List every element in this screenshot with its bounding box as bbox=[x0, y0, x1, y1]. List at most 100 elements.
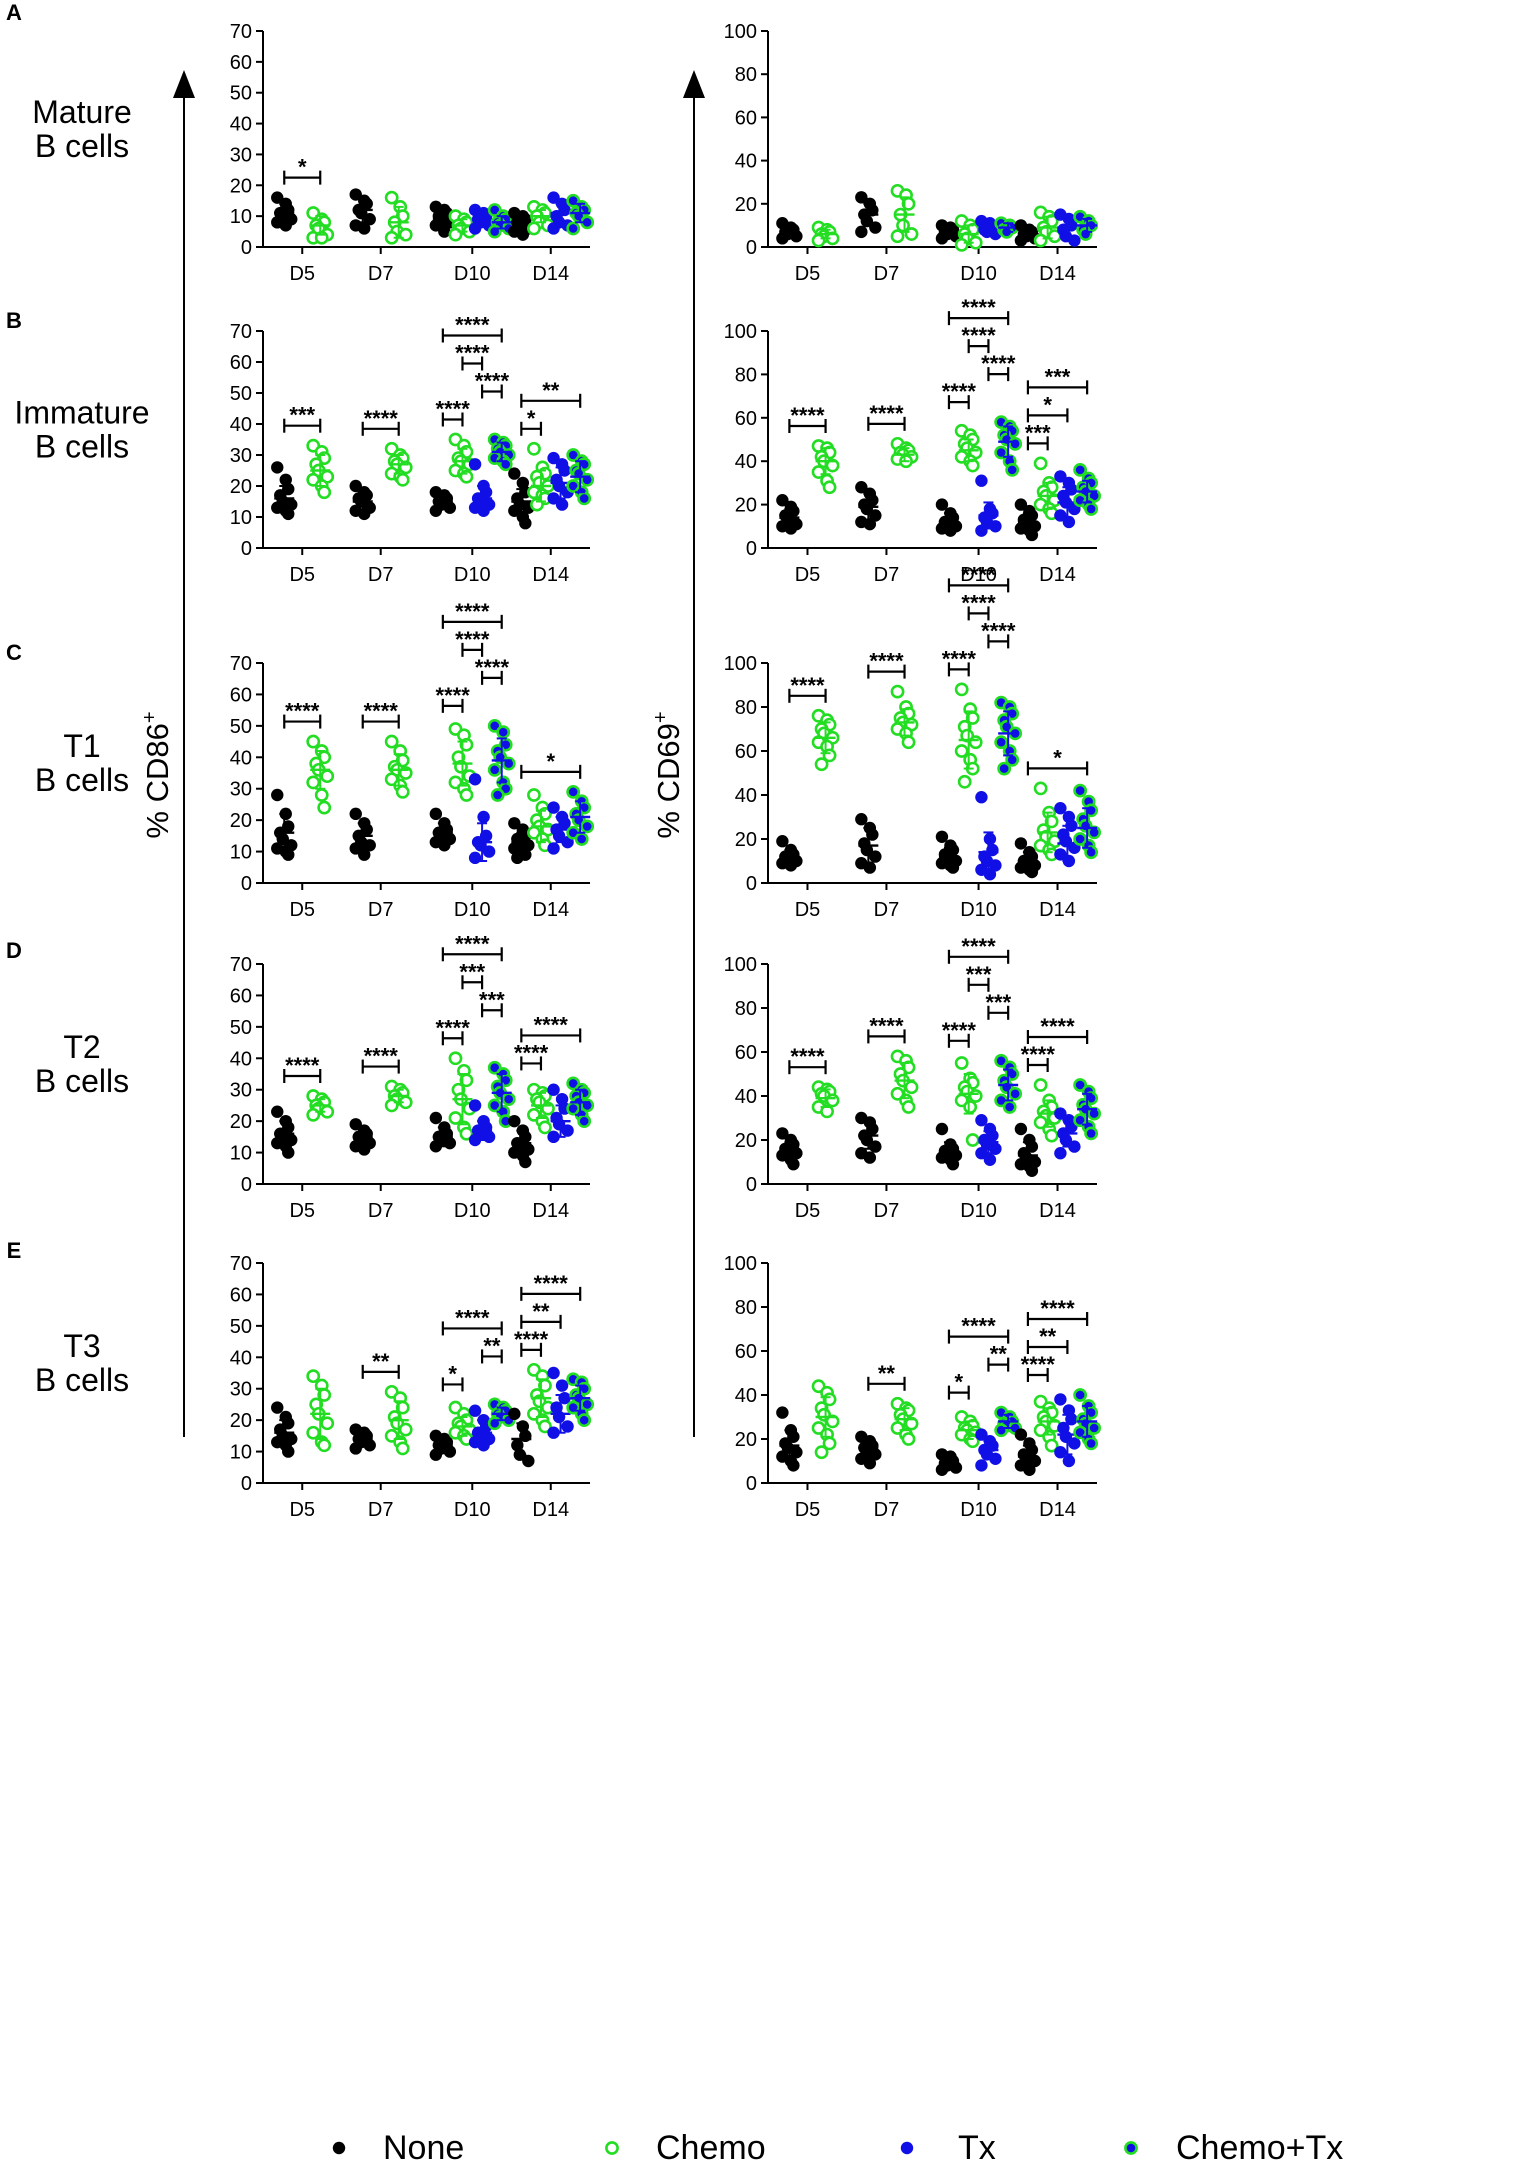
significance-label: **** bbox=[869, 1013, 904, 1038]
significance-bracket: * bbox=[1026, 745, 1089, 776]
series-none bbox=[429, 1111, 457, 1153]
y-tick-label: 60 bbox=[735, 1341, 757, 1363]
y-tick-label: 0 bbox=[241, 538, 252, 560]
significance-bracket: **** bbox=[283, 699, 322, 729]
point-none bbox=[443, 1136, 457, 1150]
y-tick-label: 20 bbox=[230, 476, 252, 498]
series-none bbox=[855, 1111, 882, 1164]
point-tx bbox=[482, 1130, 496, 1144]
point-none bbox=[1014, 1428, 1028, 1441]
point-tx bbox=[1062, 515, 1076, 529]
arrow-head-icon bbox=[173, 70, 195, 98]
significance-label: ** bbox=[542, 378, 560, 403]
point-none bbox=[271, 788, 284, 802]
point-none bbox=[776, 1127, 789, 1140]
point-chemo-tx bbox=[577, 491, 592, 506]
point-none bbox=[869, 221, 882, 234]
point-tx bbox=[1054, 1393, 1067, 1406]
significance-label: **** bbox=[455, 313, 490, 338]
point-none bbox=[443, 501, 457, 514]
significance-bracket: **** bbox=[441, 931, 503, 962]
y-tick-label: 50 bbox=[230, 383, 252, 405]
point-chemo bbox=[904, 227, 919, 241]
series-chemo bbox=[890, 183, 919, 244]
series-chemo bbox=[890, 436, 919, 469]
point-tx bbox=[975, 791, 988, 804]
significance-label: *** bbox=[985, 990, 1011, 1015]
point-tx bbox=[1068, 234, 1081, 247]
series-none bbox=[271, 1105, 298, 1159]
series-none bbox=[855, 813, 882, 874]
series-chemotx bbox=[1073, 783, 1102, 860]
series-tx bbox=[1054, 1393, 1081, 1468]
y-tick-label: 30 bbox=[230, 445, 252, 467]
series-chemo bbox=[306, 1089, 335, 1122]
significance-label: **** bbox=[790, 403, 825, 428]
series-none bbox=[349, 479, 376, 521]
significance-bracket: **** bbox=[961, 323, 996, 354]
point-chemo bbox=[890, 684, 905, 699]
y-tick-label: 0 bbox=[746, 538, 757, 560]
series-chemo bbox=[306, 1369, 335, 1453]
point-chemo bbox=[954, 1056, 969, 1070]
significance-bracket: **** bbox=[475, 369, 509, 399]
point-chemo-tx bbox=[994, 445, 1009, 460]
significance-bracket: **** bbox=[441, 599, 503, 629]
point-chemo bbox=[320, 1416, 335, 1431]
y-tick-label: 50 bbox=[230, 1316, 252, 1338]
legend-label: None bbox=[383, 2129, 464, 2167]
y-arrow-cd86 bbox=[173, 70, 195, 1437]
series-none bbox=[429, 807, 457, 852]
point-none bbox=[429, 1140, 443, 1153]
point-chemo bbox=[605, 2141, 619, 2155]
y-tick-label: 70 bbox=[230, 21, 252, 43]
panel-letter: B bbox=[6, 308, 22, 333]
series-chemo bbox=[890, 1049, 919, 1114]
point-tx bbox=[1062, 1454, 1076, 1468]
x-tick-label: D14 bbox=[1039, 564, 1076, 586]
point-chemo bbox=[814, 1445, 829, 1460]
x-tick-label: D5 bbox=[795, 263, 821, 285]
x-tick-label: D14 bbox=[1039, 1499, 1076, 1521]
point-chemo bbox=[306, 775, 321, 790]
significance-bracket: **** bbox=[867, 649, 906, 679]
significance-label: **** bbox=[514, 1040, 549, 1065]
row-header-E: E T3B cells bbox=[7, 1238, 129, 1398]
significance-label: **** bbox=[436, 397, 471, 422]
point-none bbox=[511, 851, 524, 865]
point-tx bbox=[468, 1099, 482, 1112]
point-tx bbox=[468, 222, 482, 235]
y-tick-label: 0 bbox=[746, 1473, 757, 1495]
significance-label: **** bbox=[1021, 1352, 1056, 1377]
point-tx bbox=[555, 1092, 569, 1106]
point-chemo-tx bbox=[490, 788, 505, 802]
point-chemo bbox=[527, 441, 541, 456]
point-none bbox=[438, 839, 451, 852]
x-tick-label: D5 bbox=[795, 564, 821, 586]
point-none bbox=[279, 473, 292, 486]
legend-item-chemo: Chemo bbox=[605, 2129, 766, 2167]
series-chemotx bbox=[487, 203, 516, 239]
x-tick-label: D5 bbox=[795, 1200, 821, 1222]
y-tick-label: 60 bbox=[230, 1284, 252, 1306]
significance-bracket: **** bbox=[283, 1053, 322, 1083]
significance-label: **** bbox=[285, 1053, 320, 1078]
point-chemo-tx bbox=[997, 761, 1012, 776]
x-tick-label: D5 bbox=[795, 1499, 821, 1521]
point-none bbox=[863, 1457, 877, 1470]
point-tx bbox=[555, 1379, 569, 1392]
point-none bbox=[863, 861, 877, 874]
significance-label: **** bbox=[790, 1044, 825, 1069]
point-chemo bbox=[820, 1104, 834, 1119]
point-chemo-tx bbox=[1005, 462, 1020, 477]
significance-label: **** bbox=[364, 406, 399, 431]
point-none bbox=[1023, 1463, 1036, 1477]
x-tick-label: D5 bbox=[795, 899, 821, 921]
series-chemo bbox=[448, 1051, 477, 1141]
point-none bbox=[508, 1407, 521, 1421]
series-chemo bbox=[527, 1362, 555, 1434]
significance-bracket: *** bbox=[985, 990, 1012, 1020]
series-none bbox=[429, 1429, 457, 1461]
